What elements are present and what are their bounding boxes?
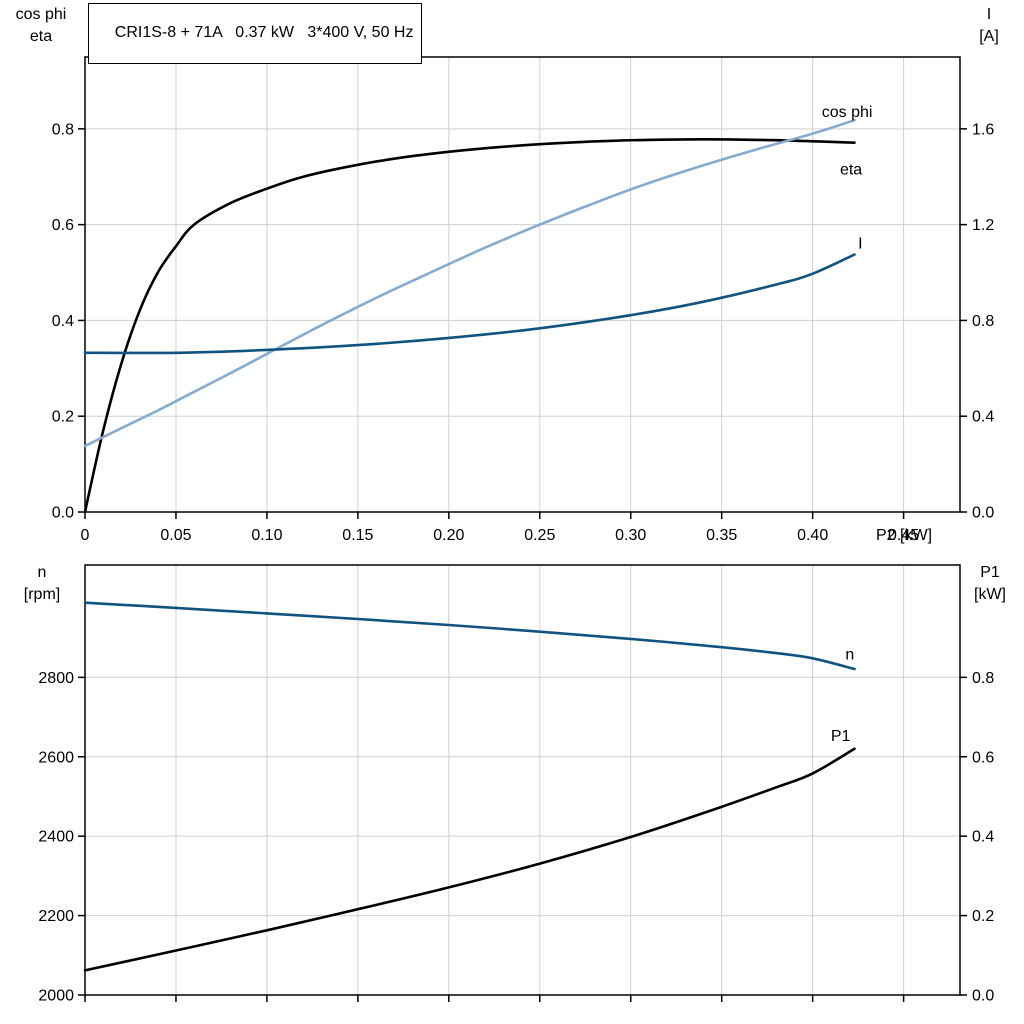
x-tick-label: 0.05 xyxy=(160,527,191,544)
left-tick-label: 0.2 xyxy=(52,409,74,426)
top-right-axis-label: I [A] xyxy=(958,4,1020,48)
curve-p1 xyxy=(83,747,856,972)
x-tick-label: 0.40 xyxy=(797,527,828,544)
right-tick-label: 0.8 xyxy=(972,670,994,687)
curve-i xyxy=(83,253,856,355)
right-axis-label-unit-a: [A] xyxy=(979,28,999,45)
left-tick-label: 0.8 xyxy=(52,121,74,138)
top-chart: 0 0.05 0.10 0.15 0.20 0.25 0.30 0.35 0.40 0.45 0.0… xyxy=(52,56,994,544)
left-tick-label: 0.6 xyxy=(52,217,74,234)
chart-title-box: CRI1S-8 + 71A 0.37 kW 3*400 V, 50 Hz xyxy=(88,3,423,64)
right-tick-label: 0.4 xyxy=(972,829,994,846)
curve-label-p1: P1 xyxy=(831,728,851,745)
x-tick-label: 0.35 xyxy=(706,527,737,544)
x-tick-label: 0.20 xyxy=(433,527,464,544)
x-tick-label: 0.15 xyxy=(342,527,373,544)
left-axis-label-cos-phi: cos phi xyxy=(15,6,67,23)
left-axis-label-speed: n xyxy=(37,564,47,581)
right-axis-label-p1: P1 xyxy=(980,564,1000,581)
bottom-right-axis-label: P1 [kW] xyxy=(958,562,1022,606)
x-tick-label: 0.45 xyxy=(888,527,919,544)
axis-frame xyxy=(84,564,961,996)
right-tick-label: 1.6 xyxy=(972,121,994,138)
curve-eta xyxy=(83,138,856,514)
right-tick-label: 0.2 xyxy=(972,908,994,925)
right-tick-label: 0.8 xyxy=(972,313,994,330)
curve-label-eta: eta xyxy=(840,161,862,178)
right-tick-label: 0.6 xyxy=(972,749,994,766)
curve-label-n: n xyxy=(845,646,854,663)
bottom-left-axis-label: n [rpm] xyxy=(4,562,80,606)
x-axis-label: P2 [kW] xyxy=(876,527,933,544)
right-tick-label: 0.0 xyxy=(972,505,994,522)
right-tick-label: 1.2 xyxy=(972,217,994,234)
left-tick-label: 2600 xyxy=(38,749,74,766)
x-tick-label: 0.30 xyxy=(615,527,646,544)
right-tick-label: 0.0 xyxy=(972,988,994,1005)
x-tick-label: 0.25 xyxy=(524,527,555,544)
left-tick-label: 2000 xyxy=(38,988,74,1005)
curve-cos-phi xyxy=(83,118,856,448)
x-tick-label: 0.10 xyxy=(251,527,282,544)
x-tick-label: 0 xyxy=(81,527,90,544)
right-tick-label: 0.4 xyxy=(972,409,994,426)
curve-label-i: I xyxy=(858,236,862,253)
right-axis-label-unit-kw: [kW] xyxy=(974,586,1006,603)
left-tick-label: 2200 xyxy=(38,908,74,925)
left-tick-label: 0.0 xyxy=(52,505,74,522)
axis-frame xyxy=(84,56,961,513)
curve-n xyxy=(83,601,856,671)
left-tick-label: 2800 xyxy=(38,670,74,687)
left-axis-label-eta: eta xyxy=(29,28,53,45)
left-axis-label-unit-rpm: [rpm] xyxy=(23,586,61,603)
chart-title: CRI1S-8 + 71A 0.37 kW 3*400 V, 50 Hz xyxy=(114,24,414,41)
bottom-chart: 2000 2200 2400 2600 2800 0.0 0.2 0.4 0.6 0.8 n P1 xyxy=(38,564,994,1005)
curve-label-cos-phi: cos phi xyxy=(822,104,873,121)
left-tick-label: 0.4 xyxy=(52,313,74,330)
top-left-axis-label: cos phi eta xyxy=(2,4,80,48)
right-axis-label-current: I xyxy=(986,6,992,23)
left-tick-label: 2400 xyxy=(38,829,74,846)
